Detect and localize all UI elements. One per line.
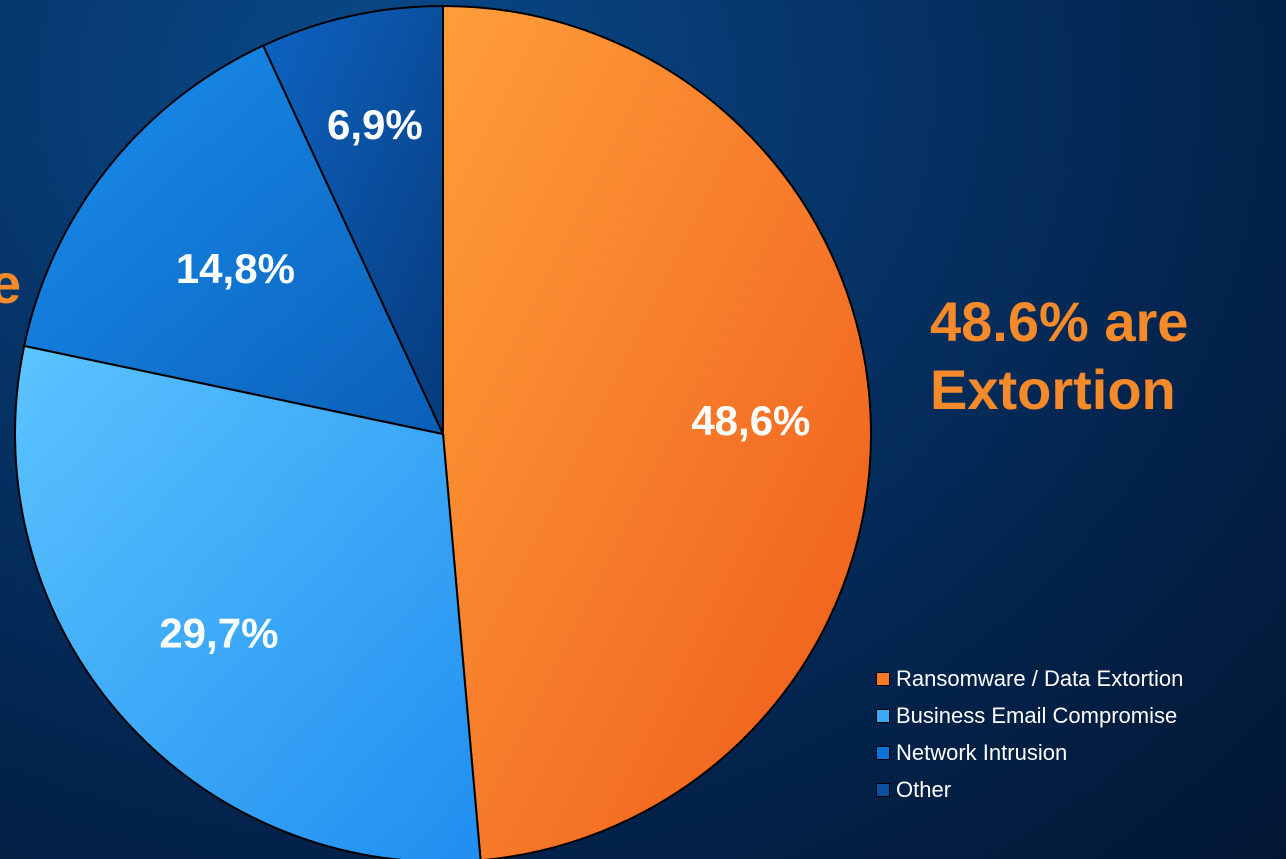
chart-legend: Ransomware / Data Extortion Business Emai…: [876, 660, 1286, 808]
headline: 48.6% are Extortion: [930, 288, 1286, 424]
legend-label: Business Email Compromise: [896, 702, 1178, 728]
legend-swatch: [876, 671, 890, 686]
legend-label: Network Intrusion: [896, 739, 1068, 765]
legend-swatch: [876, 708, 890, 723]
legend-item: Business Email Compromise: [876, 697, 1286, 734]
legend-swatch: [876, 782, 890, 797]
pie-labels: 48,6% 29,7% 14,8% 6,9%: [159, 101, 810, 656]
pie-slice-other: [261, 4, 444, 435]
pie-slice-network-intrusion: [22, 44, 445, 436]
legend-item: Ransomware / Data Extortion: [876, 660, 1286, 697]
legend-label: Ransomware / Data Extortion: [896, 665, 1184, 691]
legend-label: Other: [896, 776, 952, 802]
slice-data-label: 48,6%: [691, 397, 810, 444]
slice-data-label: 6,9%: [327, 101, 423, 148]
headline-line-2: Extortion: [930, 358, 1176, 421]
pie-slice-ransomware-data-extortion: [442, 4, 872, 859]
legend-item: Other: [876, 771, 1286, 808]
slice-data-label: 14,8%: [176, 245, 295, 292]
cropped-text-fragment: e: [0, 252, 22, 315]
pie-slice-business-email-compromise: [14, 344, 482, 859]
slice-data-label: 29,7%: [159, 609, 278, 656]
pie-slices: [14, 4, 872, 859]
legend-item: Network Intrusion: [876, 734, 1286, 771]
headline-line-1: 48.6% are: [930, 290, 1189, 353]
legend-swatch: [876, 745, 890, 760]
